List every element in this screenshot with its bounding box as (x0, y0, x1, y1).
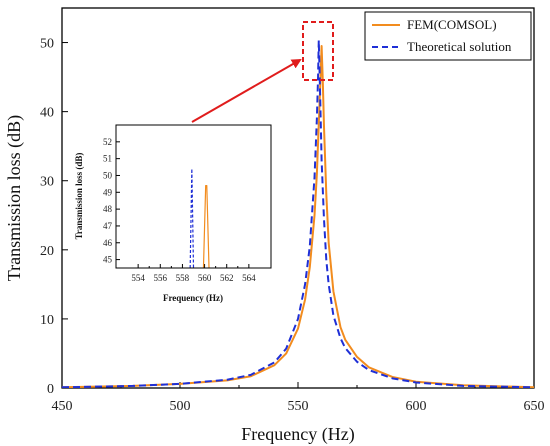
x-tick-label: 558 (176, 273, 190, 283)
legend-label-fem: FEM(COMSOL) (407, 17, 497, 32)
zoom-arrow (191, 59, 302, 123)
inset-ticks: 554 556 558 560 562 564 45 46 47 48 49 50 51 52 (103, 137, 256, 283)
inset-background (116, 125, 271, 268)
x-tick-label: 560 (198, 273, 212, 283)
legend-label-theory: Theoretical solution (407, 39, 512, 54)
x-tick-label: 650 (524, 399, 545, 414)
theoretical-solution-line (189, 168, 195, 268)
inset-chart: 554 556 558 560 562 564 45 46 47 48 49 50 51 52 Frequ… (74, 124, 272, 303)
y-tick-label: 50 (103, 170, 113, 180)
x-tick-label: 600 (406, 399, 427, 414)
theoretical-solution-line (62, 39, 534, 388)
y-tick-label: 50 (40, 37, 54, 52)
y-tick-label: 49 (103, 187, 113, 197)
inset-series-group (189, 168, 210, 268)
y-tick-label: 0 (47, 382, 54, 397)
x-tick-label: 450 (52, 399, 73, 414)
inset-y-axis-label: Transmission loss (dB) (74, 153, 84, 240)
y-tick-label: 45 (103, 255, 113, 265)
x-axis-label: Frequency (Hz) (241, 424, 354, 445)
fem-comsol-line (62, 45, 534, 388)
x-tick-label: 500 (170, 399, 191, 414)
fem-comsol-line (202, 184, 210, 268)
x-tick-label: 562 (220, 273, 234, 283)
y-tick-label: 47 (103, 221, 113, 231)
y-tick-label: 51 (103, 154, 112, 164)
main-ticks: 450 500 550 600 650 0 10 20 30 40 50 (40, 37, 545, 414)
zoom-highlight-box (302, 21, 334, 81)
inset-frame (115, 124, 272, 269)
y-tick-label: 10 (40, 313, 54, 328)
legend-box (364, 11, 532, 61)
main-series-group (62, 39, 534, 388)
inset-x-axis-label: Frequency (Hz) (163, 293, 223, 303)
x-tick-label: 564 (242, 273, 256, 283)
y-tick-label: 20 (40, 244, 54, 259)
y-tick-label: 40 (40, 106, 54, 121)
y-tick-label: 48 (103, 204, 113, 214)
legend: FEM(COMSOL) Theoretical solution (364, 11, 532, 61)
y-axis-label: Transmission loss (dB) (4, 115, 25, 281)
x-tick-label: 554 (131, 273, 145, 283)
y-tick-label: 46 (103, 238, 113, 248)
x-tick-label: 556 (154, 273, 168, 283)
x-tick-label: 550 (288, 399, 309, 414)
y-tick-label: 52 (103, 137, 112, 147)
y-tick-label: 30 (40, 175, 54, 190)
